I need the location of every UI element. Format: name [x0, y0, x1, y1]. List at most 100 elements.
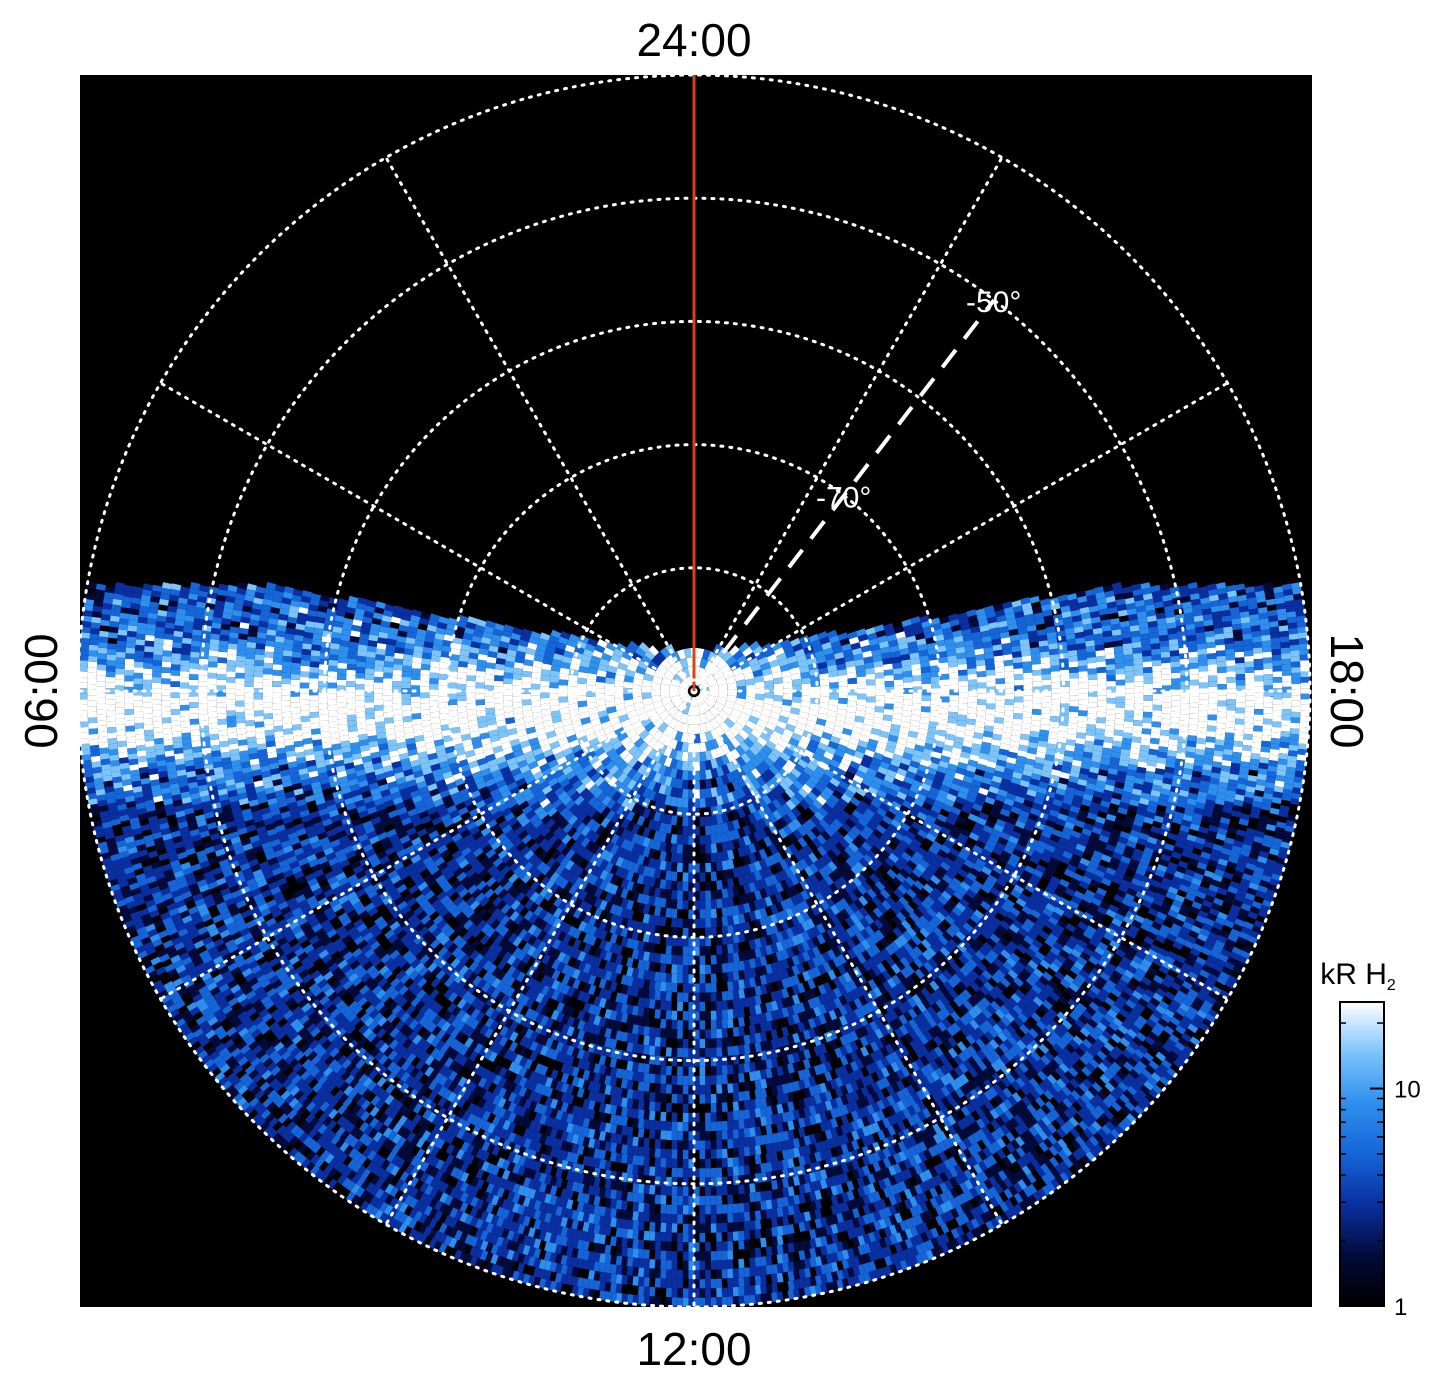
emission-cell — [579, 758, 591, 769]
emission-cell — [612, 648, 624, 658]
emission-cell — [356, 717, 366, 724]
emission-cell — [742, 646, 754, 658]
emission-cell — [538, 738, 550, 747]
emission-cell — [699, 732, 708, 743]
emission-cell — [347, 652, 358, 660]
emission-cell — [617, 662, 628, 671]
emission-cell — [605, 641, 617, 652]
emission-cell — [716, 851, 723, 862]
emission-cell — [494, 669, 505, 676]
emission-cell — [637, 752, 648, 764]
emission-cell — [986, 692, 996, 699]
emission-cell — [784, 787, 796, 799]
emission-cell — [660, 691, 670, 699]
emission-cell — [687, 761, 694, 772]
emission-cell — [601, 652, 612, 662]
emission-cell — [995, 695, 1006, 701]
emission-cell — [665, 1019, 672, 1029]
emission-cell — [759, 760, 771, 772]
emission-cell — [787, 718, 798, 727]
emission-cell — [995, 683, 1006, 690]
emission-cell — [327, 704, 338, 711]
emission-cell — [699, 890, 706, 901]
emission-cell — [1040, 718, 1051, 725]
emission-cell — [1040, 657, 1051, 664]
emission-cell — [667, 706, 679, 718]
emission-cell — [705, 881, 712, 891]
emission-cell — [615, 668, 627, 676]
emission-cell — [768, 843, 779, 855]
emission-cell — [641, 679, 652, 687]
emission-cell — [610, 653, 622, 663]
emission-cell — [355, 683, 365, 690]
emission-cell — [646, 708, 658, 719]
emission-cell — [652, 740, 663, 752]
emission-cell — [893, 679, 904, 686]
emission-cell — [544, 772, 556, 783]
emission-cell — [712, 654, 723, 666]
emission-cell — [903, 699, 913, 706]
emission-cell — [1069, 700, 1079, 707]
emission-cell — [865, 702, 876, 709]
emission-cell — [475, 670, 486, 678]
emission-cell — [364, 679, 374, 686]
emission-cell — [1005, 693, 1015, 700]
emission-cell — [660, 1065, 667, 1075]
emission-cell — [542, 657, 553, 665]
emission-cell — [547, 759, 559, 769]
emission-cell — [429, 706, 440, 713]
emission-cell — [553, 768, 564, 779]
emission-cell — [995, 706, 1005, 713]
emission-cell — [805, 818, 817, 830]
emission-cell — [564, 752, 576, 762]
emission-cell — [687, 724, 694, 735]
emission-cell — [1013, 702, 1024, 709]
emission-cell — [585, 840, 595, 852]
emission-cell — [893, 707, 903, 714]
emission-cell — [560, 630, 571, 640]
emission-cell — [732, 838, 741, 850]
emission-cell — [642, 697, 653, 706]
emission-cell — [771, 730, 783, 741]
emission-cell — [845, 747, 856, 757]
emission-cell — [782, 699, 793, 707]
emission-cell — [776, 720, 787, 730]
emission-cell — [319, 720, 330, 727]
emission-cell — [731, 789, 741, 801]
emission-cell — [682, 844, 689, 855]
emission-cell — [392, 703, 402, 710]
emission-cell — [757, 818, 768, 830]
emission-cell — [699, 983, 706, 993]
emission-cell — [337, 668, 347, 675]
emission-cell — [681, 704, 690, 715]
emission-cell — [383, 666, 394, 673]
emission-cell — [949, 700, 959, 707]
emission-cell — [669, 684, 680, 691]
emission-cell — [475, 676, 485, 683]
emission-cell — [548, 635, 560, 644]
emission-cell — [550, 710, 561, 718]
emission-cell — [430, 717, 441, 724]
emission-cell — [829, 693, 839, 700]
emission-cell — [411, 713, 422, 720]
emission-cell — [921, 678, 932, 685]
emission-cell — [642, 856, 651, 867]
emission-cell — [558, 691, 568, 697]
emission-cell — [658, 764, 667, 775]
emission-cell — [838, 674, 848, 682]
emission-cell — [716, 954, 723, 965]
emission-cell — [668, 738, 678, 750]
emission-cell — [595, 764, 606, 775]
emission-cell — [710, 758, 719, 769]
emission-cell — [762, 805, 773, 816]
emission-cell — [762, 727, 774, 737]
emission-cell — [694, 715, 702, 725]
emission-cell — [600, 817, 611, 828]
emission-cell — [1068, 655, 1078, 662]
emission-cell — [792, 829, 803, 840]
emission-cell — [705, 964, 712, 975]
emission-cell — [508, 733, 519, 742]
emission-cell — [699, 974, 706, 984]
emission-cell — [671, 890, 678, 900]
emission-cell — [579, 711, 590, 720]
